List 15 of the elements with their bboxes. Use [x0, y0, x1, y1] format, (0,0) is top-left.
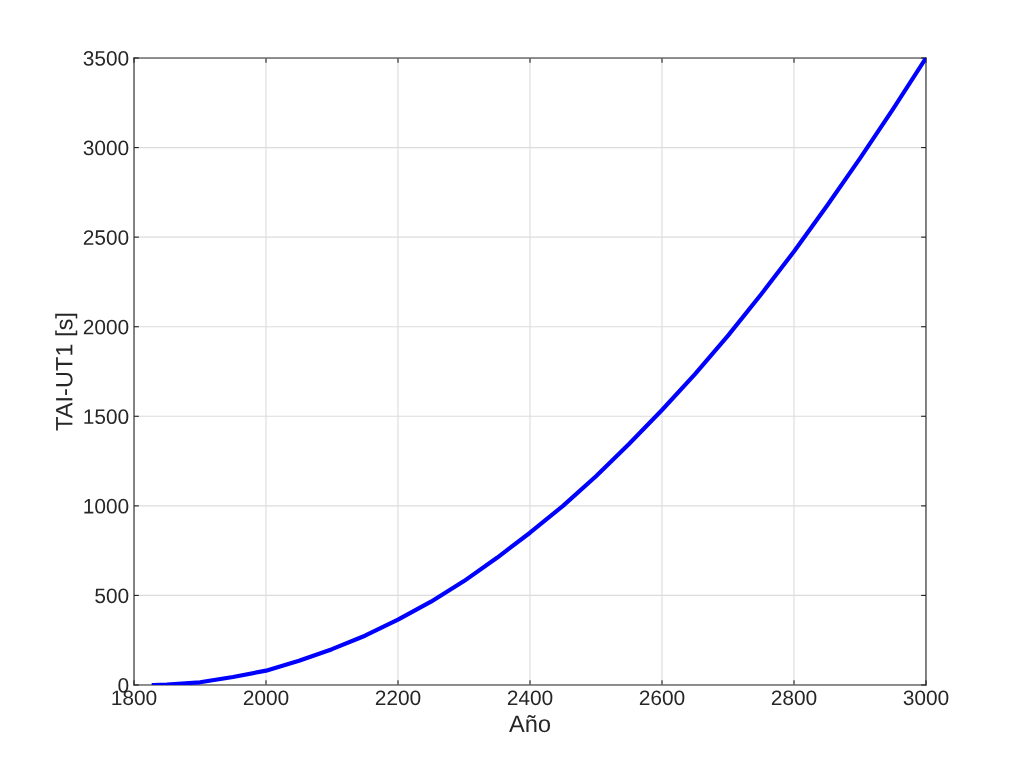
x-tick-label: 2600 — [639, 690, 685, 706]
x-tick-label: 2400 — [507, 690, 553, 706]
x-axis-title: Año — [509, 715, 551, 733]
y-tick-label: 3500 — [83, 51, 129, 66]
y-axis-title: TAI-UT1 [s] — [55, 313, 78, 431]
y-tick-label: 1000 — [84, 498, 129, 514]
x-tick-label: 3000 — [903, 690, 949, 706]
y-tick-label: 3000 — [83, 140, 129, 156]
y-tick-label: 1500 — [84, 409, 129, 425]
y-tick-label: 2000 — [83, 319, 129, 335]
x-tick-label: 2200 — [375, 690, 421, 706]
x-tick-label: 2800 — [771, 690, 817, 706]
y-tick-label: 2500 — [83, 230, 129, 245]
y-tick-label: 500 — [95, 588, 129, 604]
x-tick-label: 2000 — [243, 690, 289, 706]
